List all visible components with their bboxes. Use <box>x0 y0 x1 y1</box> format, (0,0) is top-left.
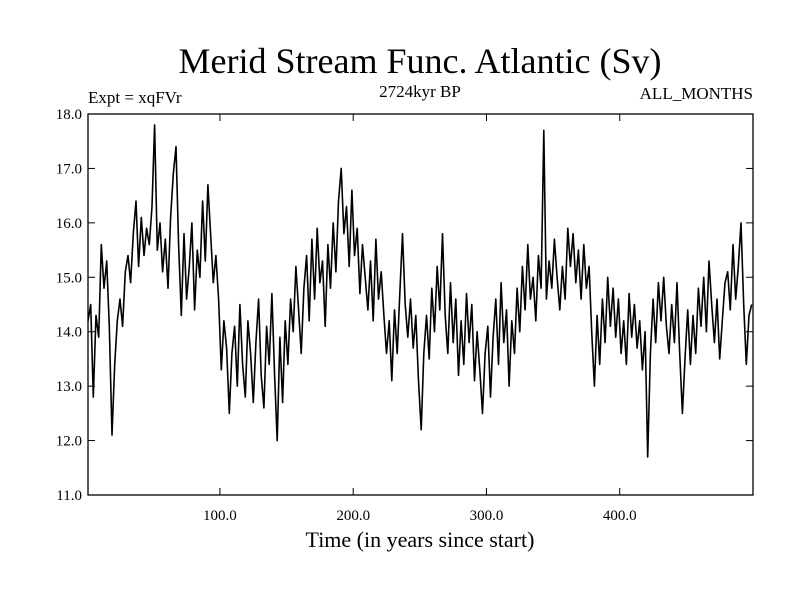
y-axis: 11.0 12.0 13.0 14.0 15.0 16.0 17.0 18.0 <box>56 107 753 504</box>
chart-subtitle: 2724kyr BP <box>379 82 461 101</box>
y-tick-label: 14.0 <box>56 325 82 341</box>
plot-frame <box>87 113 754 496</box>
y-tick-label: 16.0 <box>56 216 82 232</box>
x-tick-label: 300.0 <box>470 508 504 524</box>
y-tick-label: 12.0 <box>56 434 82 450</box>
x-axis-label: Time (in years since start) <box>306 527 535 552</box>
experiment-label: Expt = xqFVr <box>88 88 182 107</box>
months-label: ALL_MONTHS <box>640 84 753 103</box>
series-line <box>87 124 753 458</box>
y-tick-label: 11.0 <box>56 488 82 504</box>
chart-title: Merid Stream Func. Atlantic (Sv) <box>179 41 662 81</box>
x-axis: 100.0 200.0 300.0 400.0 <box>203 114 637 524</box>
x-tick-label: 200.0 <box>336 508 370 524</box>
x-tick-label: 100.0 <box>203 508 237 524</box>
x-tick-label: 400.0 <box>603 508 637 524</box>
y-tick-label: 18.0 <box>56 107 82 123</box>
y-tick-label: 17.0 <box>56 161 82 177</box>
y-tick-label: 15.0 <box>56 270 82 286</box>
y-tick-label: 13.0 <box>56 379 82 395</box>
